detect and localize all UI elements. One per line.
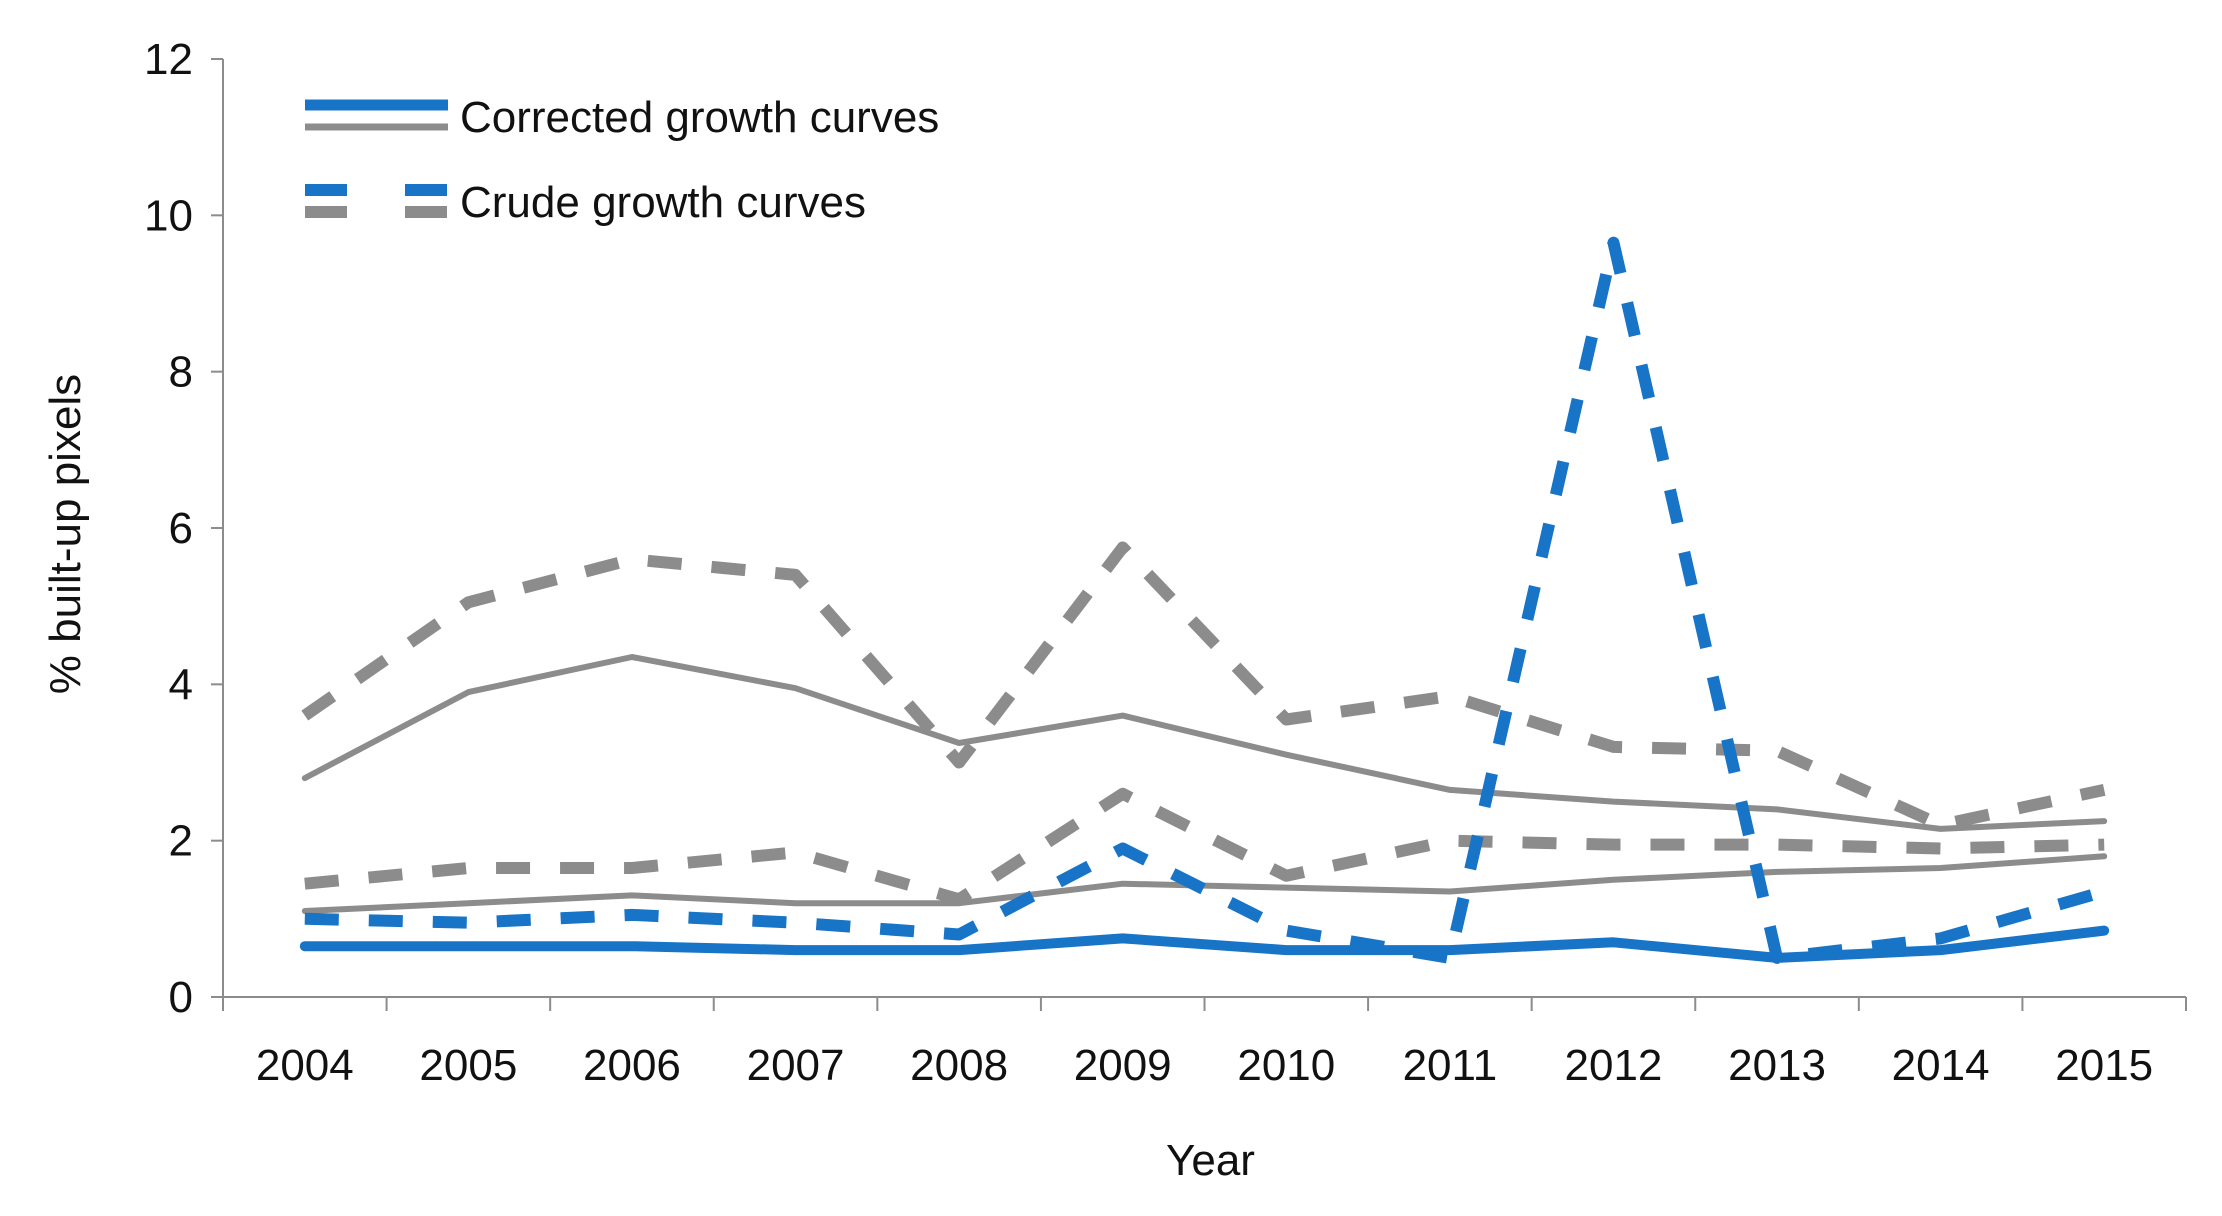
x-tick-label-2012: 2012: [1565, 1041, 1663, 1090]
series-4: [304, 787, 2105, 906]
legend-entry-crude: Crude growth curves: [305, 178, 866, 227]
legend: Corrected growth curves Crude growth cur…: [305, 93, 939, 227]
x-tick-label-2013: 2013: [1728, 1041, 1826, 1090]
series-line-4: [304, 787, 2105, 906]
y-ticks: 0 2 4 6 8 10 12: [144, 35, 223, 1022]
y-tick-label-10: 10: [144, 191, 193, 240]
series-layer: [299, 236, 2110, 964]
x-tick-label-2005: 2005: [419, 1041, 517, 1090]
y-tick-label-2: 2: [169, 817, 193, 866]
legend-entry-corrected: Corrected growth curves: [305, 93, 939, 142]
series-line-5: [304, 236, 2106, 964]
y-tick-label-12: 12: [144, 35, 193, 84]
legend-corrected-label: Corrected growth curves: [460, 93, 939, 142]
y-axis-title: % built-up pixels: [41, 374, 90, 694]
x-tick-label-2004: 2004: [256, 1041, 354, 1090]
series-0: [301, 654, 2108, 832]
y-tick-label-6: 6: [169, 504, 193, 553]
x-tick-label-2010: 2010: [1237, 1041, 1335, 1090]
x-axis-title: Year: [1166, 1136, 1255, 1185]
x-tick-label-2015: 2015: [2055, 1041, 2153, 1090]
series-line-2: [299, 925, 2110, 963]
y-tick-label-0: 0: [169, 973, 193, 1022]
x-tick-label-2014: 2014: [1892, 1041, 1990, 1090]
x-tick-label-2009: 2009: [1074, 1041, 1172, 1090]
series-line-0: [301, 654, 2108, 832]
y-tick-label-4: 4: [169, 660, 193, 709]
y-tick-label-8: 8: [169, 348, 193, 397]
series-line-3: [301, 541, 2106, 831]
series-2: [299, 925, 2110, 963]
x-tick-label-2006: 2006: [583, 1041, 681, 1090]
x-tick-label-2008: 2008: [910, 1041, 1008, 1090]
series-5: [304, 236, 2106, 964]
x-ticks: 2004 2005 2006 2007 2008 2009 2010 2011 2012 2013…: [222, 997, 2187, 1090]
x-tick-label-2007: 2007: [747, 1041, 845, 1090]
series-3: [301, 541, 2106, 831]
legend-crude-label: Crude growth curves: [460, 178, 866, 227]
x-tick-label-2011: 2011: [1403, 1041, 1498, 1090]
